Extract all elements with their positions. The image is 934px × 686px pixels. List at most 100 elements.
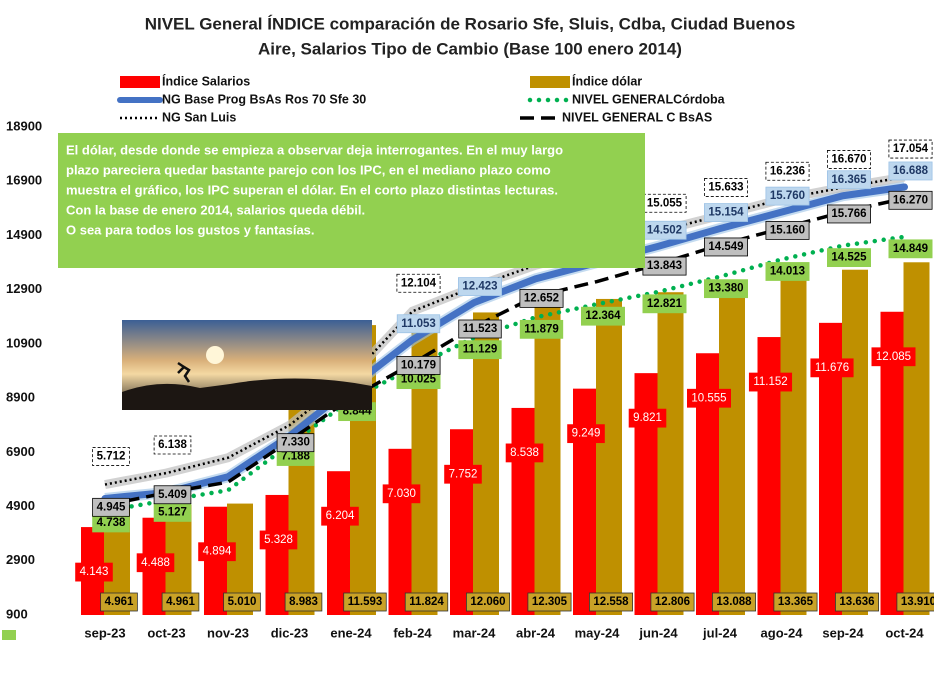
data-label: 12.423 [462, 281, 497, 293]
data-label: 5.010 [228, 596, 257, 608]
annotation-line: plazo pareciera quedar bastante parejo c… [66, 162, 551, 177]
photo-runner [177, 361, 191, 383]
data-label: 5.409 [158, 489, 187, 501]
bar [719, 284, 745, 615]
data-label-box [458, 277, 502, 296]
data-label-box [687, 388, 731, 408]
data-label-box [75, 562, 113, 582]
y-tick-label: 16900 [6, 173, 42, 188]
data-label: 10.555 [691, 392, 726, 404]
data-label: 14.013 [770, 266, 805, 278]
data-label: 14.849 [893, 243, 928, 255]
x-tick-label: nov-23 [207, 625, 249, 640]
data-label: 10.179 [401, 359, 436, 371]
data-label: 16.365 [831, 174, 867, 186]
data-label-box [827, 150, 871, 169]
data-label-box [519, 319, 564, 339]
data-label: 7.330 [281, 437, 310, 449]
data-label: 12.821 [647, 298, 683, 310]
bar [903, 262, 930, 615]
annotation-line: El dólar, desde donde se empieza a obser… [66, 142, 563, 157]
data-label: 16.688 [893, 165, 929, 177]
data-label: 13.088 [716, 596, 752, 608]
data-label: 14.549 [708, 241, 743, 253]
data-label: 4.961 [105, 596, 134, 608]
data-label: 13.636 [839, 596, 874, 608]
data-label: 4.961 [166, 596, 195, 608]
data-label-box [321, 506, 359, 526]
x-tick-label: jun-24 [638, 625, 678, 640]
data-label-box [136, 553, 175, 573]
legend-label: NIVEL GENERALCórdoba [572, 92, 726, 106]
data-label-box [888, 239, 933, 259]
annotation-line: muestra el gráfico, los IPC superan el d… [66, 182, 558, 197]
x-tick-label: sep-24 [822, 625, 864, 640]
data-label: 5.712 [97, 451, 126, 463]
data-label-box [888, 139, 933, 159]
data-label: 15.633 [708, 182, 743, 194]
chart-title: NIVEL General ÍNDICE comparación de Rosa… [145, 14, 796, 33]
x-tick-label: ene-24 [330, 625, 372, 640]
legend-label: NG San Luis [162, 110, 236, 124]
photo-sun [206, 346, 224, 364]
data-label: 11.824 [409, 596, 444, 608]
bar [388, 448, 415, 615]
data-label: 4.738 [97, 517, 126, 529]
annotation-box [58, 133, 645, 268]
data-label-box [581, 306, 625, 326]
y-tick-label: 18900 [6, 118, 42, 133]
data-label-box [773, 592, 818, 612]
data-label-box [505, 443, 544, 463]
x-tick-label: mar-24 [453, 625, 496, 640]
data-label-box [765, 186, 810, 206]
data-label-box [567, 424, 605, 444]
y-tick-label: 8900 [6, 390, 35, 405]
legend-label: Índice dólar [572, 73, 642, 88]
data-label: 12.104 [401, 277, 437, 289]
legend: Índice Salarios Índice dólar NG Base Prog … [117, 73, 726, 124]
legend-label: NIVEL GENERAL C BsAS [562, 110, 712, 124]
data-label-box [871, 347, 916, 367]
line [101, 183, 908, 502]
data-label: 5.328 [264, 534, 293, 546]
data-label-box [153, 435, 192, 455]
photo-hills [122, 378, 372, 410]
data-label: 7.752 [449, 468, 478, 480]
bar [780, 277, 807, 615]
data-label-box [589, 592, 633, 612]
data-label-box [748, 372, 793, 392]
data-label-box [765, 220, 810, 240]
overlay: El dólar, desde donde se empieza a obser… [2, 133, 645, 640]
data-label-box [765, 161, 810, 181]
bar [573, 388, 599, 615]
legend-swatch [530, 76, 570, 88]
data-label: 10.025 [401, 374, 437, 386]
data-label-box [259, 530, 298, 550]
data-label-box [396, 356, 441, 375]
data-label: 16.236 [770, 165, 805, 177]
x-tick-label: feb-24 [393, 625, 432, 640]
data-label-box [888, 190, 933, 210]
bar [327, 471, 353, 615]
legend-swatch [120, 76, 160, 88]
plot-area: 900 2900 4900 6900 8900 10900 12900 14900 16900 1… [6, 118, 934, 640]
data-label-box [650, 592, 695, 612]
data-label: 13.365 [778, 596, 814, 608]
y-tick-label: 4900 [6, 498, 35, 513]
x-tick-label: abr-24 [516, 625, 556, 640]
data-label-box [223, 592, 261, 612]
data-label-box [765, 262, 810, 281]
data-label: 13.910 [901, 596, 934, 608]
line [104, 196, 905, 508]
data-label-box [704, 203, 748, 222]
data-label: 15.160 [770, 224, 805, 236]
data-label: 15.055 [647, 197, 683, 209]
data-label-box [396, 273, 441, 293]
y-tick-label: 6900 [6, 444, 35, 459]
data-label: 8.983 [289, 596, 318, 608]
y-tick-label: 10900 [6, 335, 42, 350]
data-label: 15.760 [770, 190, 805, 202]
data-label-box [276, 433, 315, 453]
data-label-box [888, 161, 933, 181]
legend-label: NG Base Prog BsAs Ros 70 Sfe 30 [162, 92, 366, 106]
